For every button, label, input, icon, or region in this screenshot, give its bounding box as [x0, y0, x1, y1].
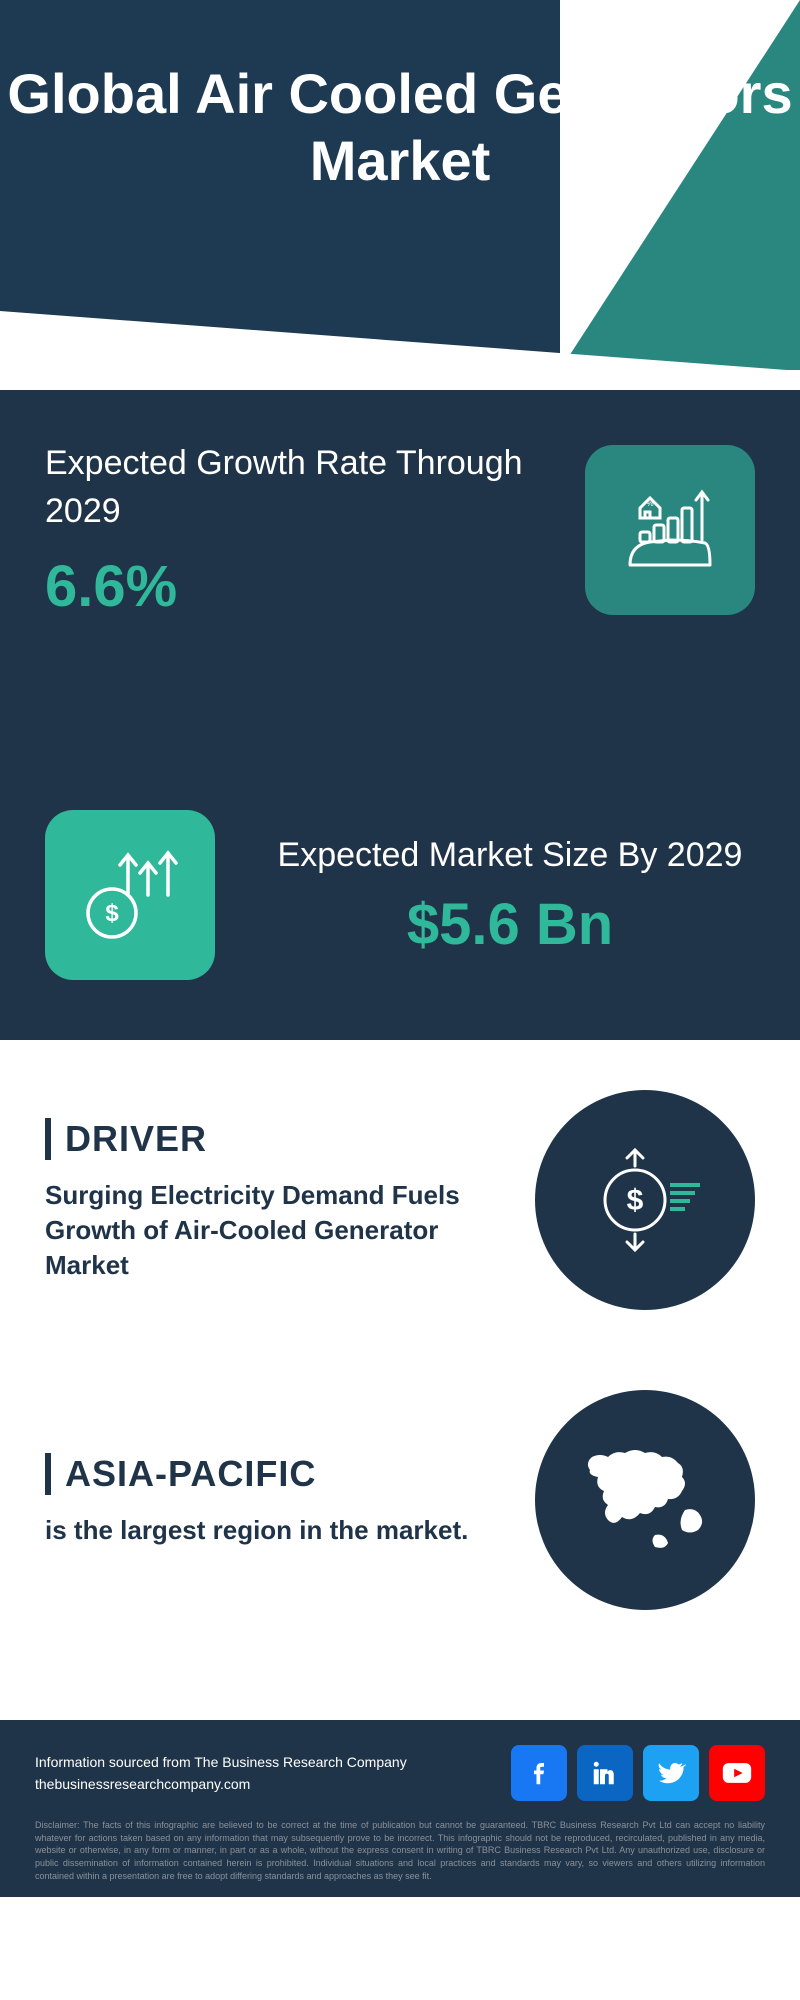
twitter-icon[interactable]: [643, 1745, 699, 1801]
growth-rate-label: Expected Growth Rate Through 2029: [45, 440, 585, 535]
driver-description: Surging Electricity Demand Fuels Growth …: [45, 1178, 495, 1283]
region-title: ASIA-PACIFIC: [45, 1453, 495, 1495]
market-size-label: Expected Market Size By 2029: [265, 832, 755, 880]
footer-source: Information sourced from The Business Re…: [35, 1751, 407, 1796]
page-title: Global Air Cooled Generators Market: [0, 60, 800, 194]
svg-text:$: $: [105, 900, 119, 927]
driver-section: DRIVER Surging Electricity Demand Fuels …: [0, 1040, 800, 1340]
growth-rate-text: Expected Growth Rate Through 2029 6.6%: [45, 440, 585, 620]
source-line-2: thebusinessresearchcompany.com: [35, 1773, 407, 1795]
svg-text:$: $: [627, 1184, 644, 1217]
footer-top-row: Information sourced from The Business Re…: [35, 1745, 765, 1801]
header-block: Global Air Cooled Generators Market: [0, 0, 800, 370]
header-bottom-cut: [0, 311, 800, 370]
linkedin-icon[interactable]: [577, 1745, 633, 1801]
facebook-icon[interactable]: [511, 1745, 567, 1801]
region-map-icon: [535, 1390, 755, 1610]
market-size-text: Expected Market Size By 2029 $5.6 Bn: [265, 832, 755, 959]
growth-rate-value: 6.6%: [45, 553, 585, 620]
disclaimer-text: Disclaimer: The facts of this infographi…: [35, 1819, 765, 1882]
region-text: ASIA-PACIFIC is the largest region in th…: [45, 1453, 495, 1548]
youtube-icon[interactable]: [709, 1745, 765, 1801]
market-size-icon: $: [45, 810, 215, 980]
skyline-divider: [0, 670, 800, 790]
source-line-1: Information sourced from The Business Re…: [35, 1751, 407, 1773]
market-size-value: $5.6 Bn: [265, 891, 755, 958]
growth-rate-panel: Expected Growth Rate Through 2029 6.6% %: [0, 390, 800, 670]
driver-text: DRIVER Surging Electricity Demand Fuels …: [45, 1118, 495, 1283]
region-section: ASIA-PACIFIC is the largest region in th…: [0, 1340, 800, 1640]
footer: Information sourced from The Business Re…: [0, 1720, 800, 1897]
driver-icon: $: [535, 1090, 755, 1310]
market-size-panel: $ Expected Market Size By 2029 $5.6 Bn: [0, 790, 800, 1040]
social-links: [511, 1745, 765, 1801]
svg-text:%: %: [646, 499, 653, 508]
region-description: is the largest region in the market.: [45, 1513, 495, 1548]
growth-chart-icon: %: [585, 445, 755, 615]
driver-title: DRIVER: [45, 1118, 495, 1160]
